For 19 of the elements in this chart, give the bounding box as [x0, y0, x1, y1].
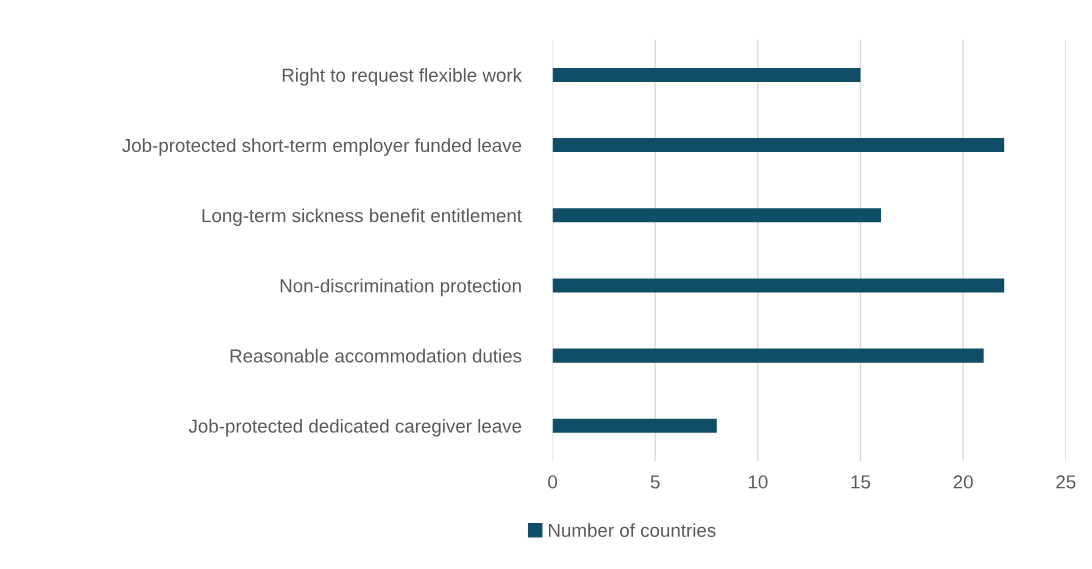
bar: [552, 348, 984, 363]
y-tick-label: Non-discrimination protection: [280, 278, 521, 297]
y-tick-label: Reasonable accommodation duties: [230, 348, 522, 363]
x-tick-label: 5: [650, 475, 660, 489]
x-tick-label: 25: [1056, 475, 1076, 489]
bar: [552, 418, 717, 433]
y-tick-label: Job-protected dedicated caregiver leave: [188, 419, 522, 437]
bar: [552, 67, 861, 82]
y-tick-label: Job-protected short-term employer funded leave: [122, 138, 522, 156]
legend-label: Number of countries: [548, 523, 716, 538]
x-tick-label: 0: [548, 475, 558, 489]
x-tick-label: 10: [748, 475, 768, 489]
bar: [552, 138, 1005, 153]
x-tick-label: 15: [851, 475, 871, 489]
x-tick-label: 20: [953, 475, 973, 489]
bar: [552, 278, 1005, 293]
y-tick-label: Long-term sickness benefit entitlement: [202, 208, 522, 226]
bar: [552, 208, 882, 223]
y-tick-label: Right to request flexible work: [282, 68, 523, 86]
